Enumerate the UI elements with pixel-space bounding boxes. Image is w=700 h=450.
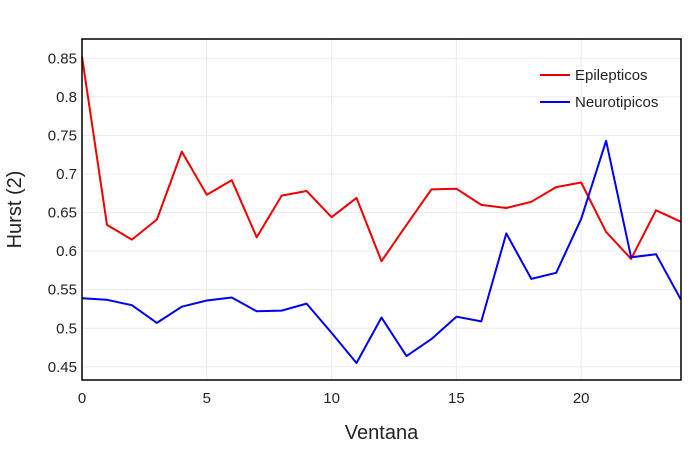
x-tick-label: 5 (203, 390, 211, 407)
y-tick-label: 0.85 (48, 50, 77, 67)
x-tick-label: 15 (448, 390, 465, 407)
y-axis-title: Hurst (2) (4, 171, 26, 249)
plot-frame (81, 38, 682, 381)
y-tick-label: 0.45 (48, 359, 77, 376)
x-tick-label: 10 (323, 390, 340, 407)
grid (81, 39, 681, 380)
series-layer (81, 56, 682, 364)
y-axis-ticks: 0.45 0.5 0.55 0.6 0.65 0.7 0.75 0.8 0.85 (48, 50, 77, 376)
y-tick-label: 0.55 (48, 282, 77, 299)
legend: Epilepticos Neurotipicos (540, 67, 658, 111)
legend-label-epilepticos: Epilepticos (575, 67, 648, 84)
legend-label-neurotipicos: Neurotipicos (575, 94, 658, 111)
x-axis-ticks: 0 5 10 15 20 (78, 390, 590, 407)
y-tick-label: 0.65 (48, 205, 77, 222)
x-tick-label: 0 (78, 390, 86, 407)
y-tick-label: 0.8 (56, 89, 77, 106)
y-tick-label: 0.75 (48, 127, 77, 144)
y-tick-label: 0.7 (56, 166, 77, 183)
x-axis-title: Ventana (345, 422, 419, 444)
series-line-neurotipicos (81, 139, 682, 364)
x-tick-label: 20 (573, 390, 590, 407)
y-tick-label: 0.6 (56, 243, 77, 260)
y-tick-label: 0.5 (56, 320, 77, 337)
series-line-epilepticos (81, 56, 682, 263)
